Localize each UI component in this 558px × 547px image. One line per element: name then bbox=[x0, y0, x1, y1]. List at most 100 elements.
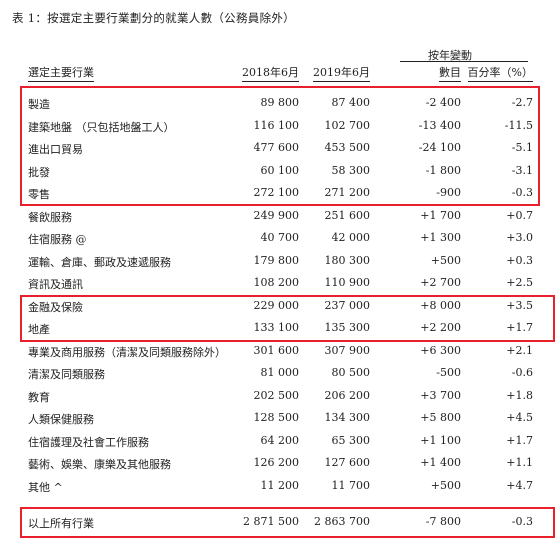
industry-name: 建築地盤 （只包括地盤工人） bbox=[28, 120, 175, 134]
table-row: 其他 ^ 11 200 11 700 +500 +4.7 bbox=[0, 476, 558, 499]
table-row: 資訊及通訊 108 200 110 900 +2 700 +2.5 bbox=[0, 273, 558, 296]
value-2019: 65 300 bbox=[331, 433, 371, 447]
table-body: 製造 89 800 87 400 -2 400 -2.7 建築地盤 （只包括地盤工人） 1… bbox=[0, 93, 558, 498]
change-count: +3 700 bbox=[420, 388, 461, 402]
change-pct: -3.1 bbox=[511, 163, 533, 177]
change-pct: +4.5 bbox=[506, 411, 533, 424]
value-2019: 127 600 bbox=[324, 456, 371, 469]
change-pct: +2.1 bbox=[506, 343, 533, 357]
industry-name: 資訊及通訊 bbox=[28, 278, 83, 291]
value-2019: 87 400 bbox=[331, 96, 371, 109]
highlight-box-finance-property bbox=[20, 295, 555, 342]
industry-name: 運輸、倉庫、郵政及速遞服務 bbox=[28, 255, 171, 269]
header-change-count: 數目 bbox=[439, 64, 461, 82]
industry-name: 餐飲服務 bbox=[28, 210, 72, 224]
industry-name: 批發 bbox=[28, 165, 50, 179]
change-count: +1 300 bbox=[420, 231, 461, 244]
header-industry: 選定主要行業 bbox=[28, 64, 94, 82]
value-2018: 126 200 bbox=[253, 456, 300, 469]
industry-name: 藝術、娛樂、康樂及其他服務 bbox=[28, 458, 171, 471]
header-group-underline bbox=[400, 61, 528, 62]
value-2018: 202 500 bbox=[253, 388, 300, 402]
change-count: +5 800 bbox=[420, 411, 461, 424]
change-count: -24 100 bbox=[418, 141, 461, 154]
highlight-box-declining bbox=[20, 86, 540, 206]
change-pct: +2.5 bbox=[506, 276, 533, 289]
change-pct: +3.5 bbox=[506, 298, 533, 312]
value-2019: 237 000 bbox=[324, 298, 371, 312]
industry-name: 住宿護理及社會工作服務 bbox=[28, 435, 149, 449]
change-pct: +0.7 bbox=[506, 208, 533, 222]
industry-name: 住宿服務 @ bbox=[28, 233, 87, 246]
change-pct: +3.0 bbox=[506, 231, 533, 244]
table-row: 清潔及同類服務 81 000 80 500 -500 -0.6 bbox=[0, 363, 558, 386]
table-row: 教育 202 500 206 200 +3 700 +1.8 bbox=[0, 386, 558, 409]
industry-name: 人類保健服務 bbox=[28, 413, 94, 426]
change-count: -13 400 bbox=[418, 118, 461, 132]
table-row: 藝術、娛樂、康樂及其他服務 126 200 127 600 +1 400 +1.1 bbox=[0, 453, 558, 476]
table-row: 人類保健服務 128 500 134 300 +5 800 +4.5 bbox=[0, 408, 558, 431]
industry-name: 製造 bbox=[28, 98, 50, 111]
change-count: +2 700 bbox=[420, 276, 461, 289]
value-2019: 134 300 bbox=[324, 411, 371, 424]
total-2019: 2 863 700 bbox=[314, 515, 370, 528]
value-2019: 180 300 bbox=[324, 253, 371, 267]
industry-name: 零售 bbox=[28, 188, 50, 201]
change-count: +500 bbox=[430, 478, 461, 492]
header-change-group: 按年變動 bbox=[428, 49, 472, 62]
change-count: -2 400 bbox=[425, 96, 461, 109]
header-change-pct: 百分率（%） bbox=[467, 64, 533, 82]
value-2018: 89 800 bbox=[260, 96, 300, 109]
value-2018: 81 000 bbox=[260, 366, 300, 379]
industry-name: 進出口貿易 bbox=[28, 143, 83, 156]
value-2019: 58 300 bbox=[331, 163, 371, 177]
change-count: +500 bbox=[430, 253, 461, 267]
table-row: 住宿護理及社會工作服務 64 200 65 300 +1 100 +1.7 bbox=[0, 431, 558, 454]
value-2018: 133 100 bbox=[253, 321, 300, 334]
value-2019: 307 900 bbox=[324, 343, 371, 357]
change-pct: -2.7 bbox=[511, 96, 533, 109]
value-2018: 229 000 bbox=[253, 298, 300, 312]
total-label: 以上所有行業 bbox=[28, 517, 94, 530]
change-count: -900 bbox=[436, 186, 461, 199]
value-2018: 11 200 bbox=[260, 478, 300, 492]
change-pct: +1.8 bbox=[506, 388, 533, 402]
industry-name: 地產 bbox=[28, 323, 50, 336]
change-pct: +1.1 bbox=[506, 456, 533, 469]
header-2019: 2019年6月 bbox=[313, 64, 370, 82]
value-2019: 42 000 bbox=[331, 231, 371, 244]
value-2018: 116 100 bbox=[253, 118, 300, 132]
change-pct: -5.1 bbox=[511, 141, 533, 154]
table-row: 建築地盤 （只包括地盤工人） 116 100 102 700 -13 400 -11.5 bbox=[0, 116, 558, 139]
value-2018: 108 200 bbox=[253, 276, 300, 289]
value-2018: 179 800 bbox=[253, 253, 300, 267]
table-row: 進出口貿易 477 600 453 500 -24 100 -5.1 bbox=[0, 138, 558, 161]
value-2019: 11 700 bbox=[331, 478, 371, 492]
value-2018: 272 100 bbox=[253, 186, 300, 199]
value-2019: 110 900 bbox=[324, 276, 371, 289]
change-pct: +1.7 bbox=[506, 433, 533, 447]
change-count: +6 300 bbox=[420, 343, 461, 357]
change-pct: +4.7 bbox=[506, 478, 533, 492]
change-pct: +1.7 bbox=[506, 321, 533, 334]
industry-name: 金融及保險 bbox=[28, 300, 83, 314]
value-2018: 60 100 bbox=[260, 163, 300, 177]
table-row: 地產 133 100 135 300 +2 200 +1.7 bbox=[0, 318, 558, 341]
change-count: +2 200 bbox=[420, 321, 461, 334]
table-row: 金融及保險 229 000 237 000 +8 000 +3.5 bbox=[0, 296, 558, 319]
header-2018: 2018年6月 bbox=[242, 64, 299, 82]
change-count: -500 bbox=[436, 366, 461, 379]
value-2018: 40 700 bbox=[260, 231, 300, 244]
table-row: 專業及商用服務（清潔及同類服務除外） 301 600 307 900 +6 300 +2… bbox=[0, 341, 558, 364]
change-count: +8 000 bbox=[420, 298, 461, 312]
value-2019: 271 200 bbox=[324, 186, 371, 199]
change-pct: -0.3 bbox=[511, 186, 533, 199]
value-2018: 477 600 bbox=[253, 141, 300, 154]
value-2018: 249 900 bbox=[253, 208, 300, 222]
change-pct: -0.6 bbox=[511, 366, 533, 379]
value-2018: 128 500 bbox=[253, 411, 300, 424]
industry-name: 教育 bbox=[28, 390, 50, 404]
total-row: 以上所有行業 2 871 500 2 863 700 -7 800 -0.3 bbox=[0, 512, 558, 534]
value-2018: 64 200 bbox=[260, 433, 300, 447]
industry-name: 清潔及同類服務 bbox=[28, 368, 105, 381]
